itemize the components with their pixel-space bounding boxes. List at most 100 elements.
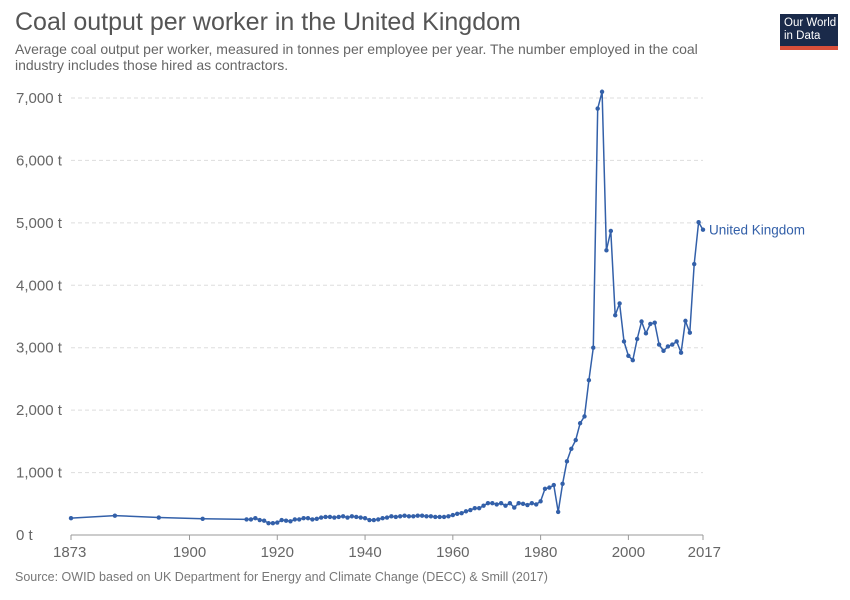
y-tick-label: 0 t — [16, 527, 34, 544]
data-point — [415, 513, 420, 518]
data-point — [560, 481, 565, 487]
data-point — [525, 502, 530, 508]
data-point — [349, 514, 355, 519]
data-point — [411, 514, 416, 519]
data-point — [68, 515, 74, 521]
data-point — [516, 500, 521, 506]
x-tick-label: 2000 — [612, 544, 645, 561]
data-point — [700, 227, 706, 232]
data-point — [371, 517, 377, 523]
data-point — [661, 348, 666, 354]
data-point — [472, 505, 477, 511]
data-point — [156, 515, 161, 520]
data-point — [446, 514, 451, 519]
data-point — [397, 514, 403, 519]
data-point — [670, 342, 675, 347]
data-point — [490, 500, 495, 506]
data-point — [318, 515, 324, 520]
data-point — [441, 514, 447, 520]
data-point — [389, 514, 394, 519]
data-point — [569, 446, 574, 452]
data-point — [393, 514, 398, 520]
data-point — [503, 503, 508, 508]
data-point — [384, 515, 390, 520]
data-point — [665, 344, 671, 349]
logo-line-1: Our World — [784, 17, 837, 29]
data-point — [520, 501, 526, 506]
chart-subtitle: Average coal output per worker, measured… — [15, 41, 698, 73]
data-point — [656, 342, 662, 347]
data-point — [380, 515, 385, 521]
data-point — [450, 512, 456, 518]
y-tick-label: 2,000 t — [16, 402, 63, 419]
data-point — [529, 500, 535, 506]
data-point — [305, 515, 311, 521]
data-point — [534, 502, 539, 507]
data-point — [643, 331, 649, 336]
data-point — [253, 515, 258, 521]
data-point — [634, 336, 640, 342]
data-point — [674, 339, 679, 344]
data-point — [323, 514, 328, 520]
data-point — [542, 486, 548, 492]
data-point — [345, 515, 350, 520]
data-point — [617, 301, 622, 306]
data-point — [332, 515, 337, 520]
x-tick-label: 1920 — [261, 544, 294, 561]
y-tick-label: 1,000 t — [16, 465, 63, 482]
chart-title: Coal output per worker in the United Kin… — [15, 8, 521, 36]
y-tick-label: 5,000 t — [16, 215, 63, 232]
data-point — [547, 485, 552, 490]
data-point — [678, 350, 684, 355]
data-point — [455, 511, 460, 516]
data-point — [476, 505, 482, 511]
x-tick-label: 1873 — [53, 544, 86, 561]
data-point — [340, 514, 346, 519]
data-point — [621, 339, 627, 344]
x-tick-label: 1980 — [524, 544, 557, 561]
source-note: Source: OWID based on UK Department for … — [15, 570, 548, 584]
owid-logo[interactable]: Our World in Data — [780, 14, 838, 50]
data-point — [406, 514, 412, 519]
data-point — [555, 509, 561, 515]
data-point — [648, 321, 653, 327]
data-point — [428, 514, 434, 519]
data-point — [248, 517, 254, 522]
x-tick-label: 1960 — [436, 544, 469, 561]
data-point — [577, 421, 583, 426]
y-tick-label: 6,000 t — [16, 152, 63, 169]
data-point — [297, 517, 302, 522]
data-point — [292, 517, 298, 522]
data-point — [687, 330, 693, 335]
data-point — [551, 482, 556, 488]
data-point — [599, 89, 605, 94]
data-point — [512, 505, 517, 510]
data-point — [494, 502, 499, 507]
data-point — [608, 228, 614, 234]
data-point — [652, 320, 657, 325]
data-point — [433, 514, 438, 520]
data-point — [626, 353, 631, 359]
x-tick-label: 1900 — [173, 544, 206, 561]
data-point — [586, 377, 592, 383]
data-point — [692, 261, 697, 267]
data-point — [639, 319, 644, 324]
data-point — [266, 520, 271, 526]
y-tick-label: 3,000 t — [16, 340, 63, 357]
data-point — [362, 515, 368, 521]
data-point — [367, 517, 372, 523]
data-point — [200, 516, 205, 521]
data-point — [301, 515, 306, 521]
data-point — [604, 248, 609, 253]
data-point — [564, 459, 570, 464]
data-point — [376, 517, 381, 522]
data-point — [275, 520, 280, 525]
data-point — [463, 509, 469, 514]
data-point — [327, 514, 333, 520]
y-tick-label: 7,000 t — [16, 90, 63, 107]
data-point — [696, 220, 701, 225]
logo-line-2: in Data — [784, 30, 821, 42]
data-point — [424, 514, 429, 519]
data-point — [507, 500, 513, 506]
